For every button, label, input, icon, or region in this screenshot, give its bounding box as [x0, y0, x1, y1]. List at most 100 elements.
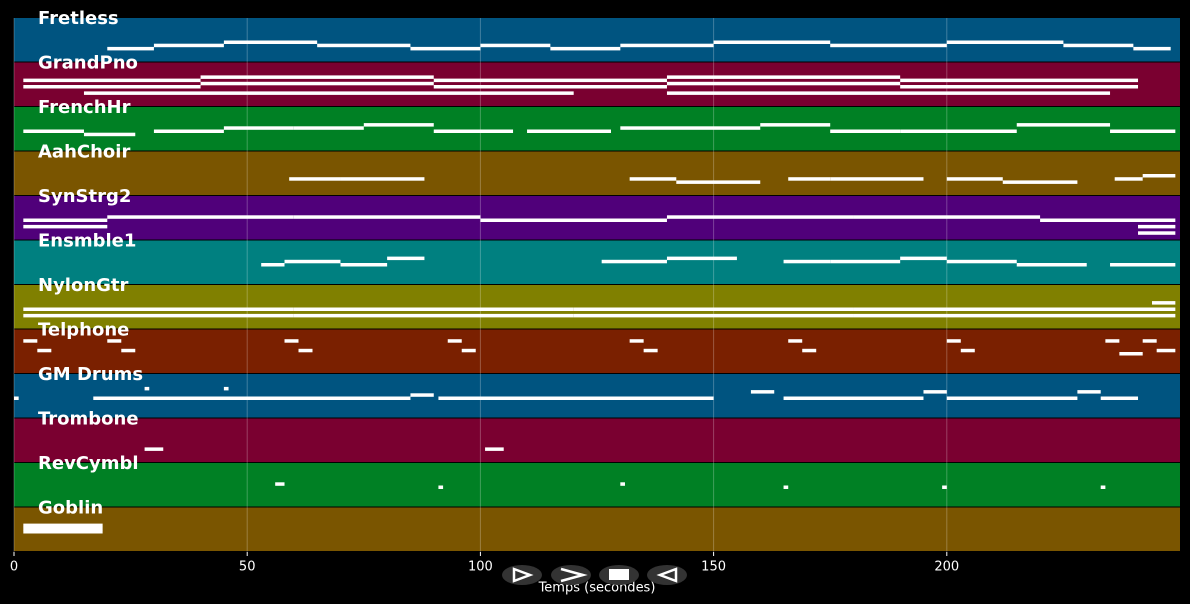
- x-tick-label: 100: [468, 560, 493, 575]
- note: [830, 259, 901, 264]
- note: [750, 390, 775, 394]
- note: [433, 85, 667, 89]
- note: [83, 91, 574, 95]
- note: [144, 386, 150, 391]
- note: [447, 339, 462, 343]
- note: [410, 46, 481, 51]
- note: [293, 126, 364, 130]
- note: [23, 313, 294, 318]
- track-name: AahChoir: [38, 142, 130, 163]
- note: [284, 259, 341, 264]
- note: [387, 256, 425, 261]
- note: [946, 396, 1078, 400]
- note: [23, 307, 294, 311]
- note: [153, 129, 224, 133]
- note: [1110, 129, 1176, 133]
- stop-icon: [609, 569, 629, 580]
- note: [713, 40, 831, 44]
- note: [760, 123, 831, 127]
- note: [438, 485, 444, 489]
- note: [946, 177, 1003, 181]
- button-bg[interactable]: [502, 565, 542, 585]
- note: [23, 339, 38, 343]
- track-name: Ensmble1: [38, 231, 136, 252]
- note: [1152, 301, 1176, 305]
- note: [23, 129, 84, 133]
- note: [1077, 390, 1101, 394]
- note: [1040, 218, 1176, 222]
- note: [1133, 46, 1171, 51]
- note: [1016, 123, 1111, 127]
- note: [340, 177, 425, 181]
- track-name: GM Drums: [38, 364, 143, 385]
- forward-icon: [560, 567, 588, 583]
- note: [620, 482, 625, 486]
- x-tick-label: 200: [934, 560, 959, 575]
- note: [37, 348, 52, 353]
- note: [666, 91, 1111, 95]
- note: [293, 307, 574, 311]
- play-button[interactable]: [502, 565, 542, 585]
- note: [1016, 263, 1087, 267]
- note: [573, 307, 854, 311]
- x-axis-label: Temps (secondes): [538, 581, 656, 596]
- note: [275, 482, 285, 486]
- button-bg[interactable]: [647, 565, 687, 585]
- note: [433, 78, 667, 83]
- note: [223, 386, 229, 391]
- note: [298, 348, 313, 353]
- track-name: Goblin: [38, 498, 103, 519]
- lane: [14, 374, 1180, 418]
- back-button[interactable]: [647, 565, 687, 585]
- note: [284, 339, 299, 343]
- note: [289, 177, 341, 181]
- note: [1063, 43, 1134, 48]
- lane: [14, 151, 1180, 195]
- lane: [14, 507, 1180, 551]
- note: [802, 348, 817, 353]
- note: [830, 177, 924, 181]
- note: [629, 339, 644, 343]
- note: [1110, 263, 1176, 267]
- note: [1138, 224, 1176, 229]
- x-tick-label: 50: [239, 560, 256, 575]
- note: [960, 348, 975, 353]
- note: [1100, 485, 1106, 489]
- note: [946, 259, 1017, 264]
- note: [1138, 231, 1176, 235]
- note: [666, 215, 854, 219]
- note: [340, 263, 388, 267]
- note: [93, 396, 411, 400]
- note: [293, 215, 481, 219]
- note: [923, 390, 947, 394]
- note: [666, 75, 901, 79]
- play-icon: [512, 567, 534, 583]
- note: [23, 224, 108, 229]
- note: [485, 447, 504, 451]
- x-tick-label: 150: [701, 560, 726, 575]
- note: [629, 177, 677, 181]
- note: [363, 123, 434, 127]
- lane: [14, 463, 1180, 507]
- note: [900, 85, 1139, 89]
- forward-button[interactable]: [551, 565, 591, 585]
- notes: [14, 40, 1176, 534]
- track-name: GrandPno: [38, 53, 138, 74]
- lane: [14, 18, 1180, 62]
- note: [1156, 348, 1176, 353]
- note: [317, 43, 411, 48]
- stop-button[interactable]: [599, 565, 639, 585]
- lane: [14, 329, 1180, 373]
- labels: Fretless GrandPno FrenchHr AahChoir SynStrg2…: [10, 8, 959, 575]
- note: [153, 43, 224, 48]
- note: [23, 530, 103, 534]
- note: [620, 126, 761, 130]
- note: [23, 523, 103, 528]
- note: [527, 129, 611, 133]
- note: [480, 43, 551, 48]
- note: [1002, 180, 1078, 184]
- note: [830, 43, 947, 48]
- x-tick-label: 0: [10, 560, 18, 575]
- lane: [14, 418, 1180, 462]
